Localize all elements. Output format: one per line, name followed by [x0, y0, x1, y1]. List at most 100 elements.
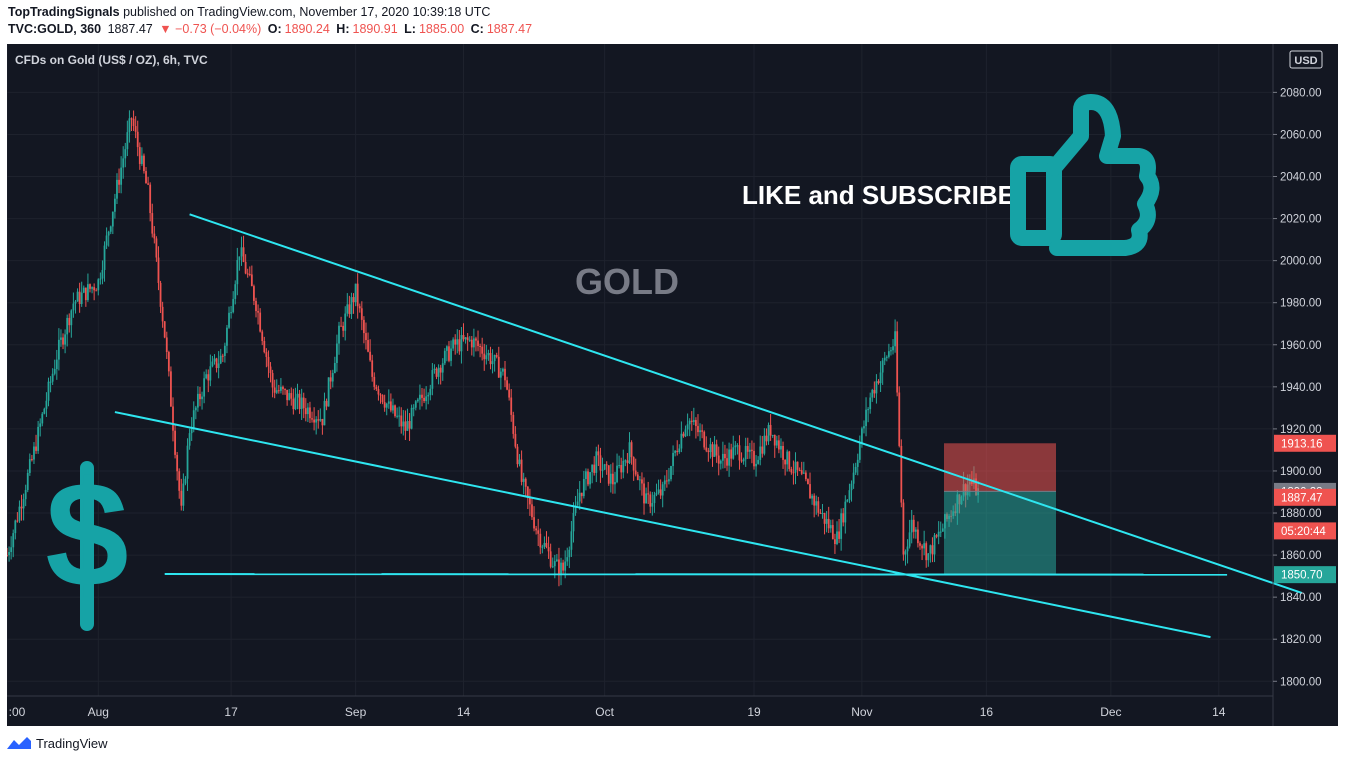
candle — [941, 528, 944, 532]
candle — [636, 474, 639, 481]
candle — [174, 430, 176, 455]
candle — [487, 352, 490, 356]
candle — [423, 397, 425, 402]
candle — [873, 389, 876, 394]
candle — [883, 357, 886, 361]
candle — [919, 543, 921, 546]
candle — [363, 319, 365, 334]
candle — [157, 257, 160, 283]
author-name[interactable]: TopTradingSignals — [8, 5, 120, 19]
candle — [211, 361, 214, 367]
candle — [811, 495, 813, 499]
time-axis[interactable]: :00 Aug 17 Sep 14 Oct 19 Nov 16 Dec 14 — [7, 695, 1273, 719]
candle — [207, 374, 210, 381]
candle — [8, 552, 10, 556]
candle — [300, 397, 303, 410]
candle — [240, 247, 243, 257]
chart-area[interactable]: CFDs on Gold (US$ / OZ), 6h, TVC GOLD LI… — [6, 44, 1338, 726]
candle — [136, 131, 139, 148]
candle — [626, 460, 629, 464]
candle — [87, 284, 89, 301]
candle — [333, 362, 336, 374]
candle — [392, 405, 394, 411]
candle — [887, 351, 890, 357]
candle — [82, 287, 85, 293]
candle — [76, 291, 79, 302]
candle — [232, 298, 235, 313]
candle — [510, 397, 513, 415]
candle — [900, 445, 903, 503]
candle — [757, 459, 760, 464]
candle — [14, 520, 17, 534]
candle — [163, 321, 166, 338]
candle — [744, 445, 747, 460]
candle — [408, 421, 411, 429]
candle — [815, 501, 818, 506]
candle — [852, 472, 855, 484]
high-value: 1890.91 — [352, 22, 398, 36]
candle — [381, 395, 384, 403]
candle — [454, 339, 457, 345]
candle — [607, 465, 610, 484]
close-label: C: — [470, 22, 484, 36]
candle — [547, 547, 550, 552]
currency-label: USD — [1294, 55, 1317, 67]
candle — [902, 502, 905, 555]
candle — [28, 459, 31, 473]
candle — [848, 490, 851, 500]
candle — [194, 407, 197, 411]
candle — [831, 525, 834, 540]
candle — [379, 394, 382, 396]
candle — [441, 363, 444, 373]
candle — [506, 380, 508, 390]
candle — [452, 339, 455, 349]
x-tick-label: :00 — [9, 705, 26, 719]
candle — [219, 355, 222, 364]
candle — [197, 393, 199, 408]
candle — [16, 520, 19, 522]
candle — [53, 369, 56, 374]
y-tick-label: 1860.00 — [1280, 550, 1322, 562]
candle — [591, 464, 594, 473]
candle — [560, 562, 562, 576]
candle — [153, 233, 156, 239]
candle — [682, 433, 685, 437]
candle — [686, 424, 689, 430]
candle — [60, 337, 62, 340]
short-position-tool[interactable] — [944, 443, 1056, 575]
candle — [535, 528, 538, 531]
x-tick-label: 14 — [457, 705, 471, 719]
price-chart[interactable]: CFDs on Gold (US$ / OZ), 6h, TVC GOLD LI… — [6, 44, 1338, 726]
candle — [412, 407, 415, 409]
candle — [935, 535, 938, 537]
trendlines[interactable] — [114, 213, 1303, 639]
candle — [707, 450, 710, 453]
candle — [244, 261, 247, 274]
candle — [209, 366, 212, 381]
candle — [410, 407, 413, 429]
candle — [39, 423, 42, 427]
candle — [259, 312, 262, 332]
candle — [481, 346, 484, 354]
candle — [147, 183, 149, 185]
price-axis[interactable]: 1800.00 1820.00 1840.00 1860.00 1880.00 1900.… — [1272, 44, 1322, 726]
candle — [585, 471, 587, 479]
candle — [678, 448, 681, 453]
candle — [416, 399, 419, 402]
candle — [819, 512, 822, 514]
candle — [643, 483, 645, 504]
candle — [10, 547, 13, 553]
candle — [149, 184, 152, 214]
candle — [107, 231, 110, 236]
candle — [257, 311, 259, 313]
tradingview-logo[interactable]: TradingView — [6, 735, 108, 751]
candle — [33, 446, 35, 460]
candle — [49, 381, 52, 383]
candle — [641, 479, 643, 484]
x-tick-label: Aug — [88, 705, 109, 719]
candle — [701, 430, 704, 432]
candle — [668, 479, 670, 482]
candle — [306, 407, 309, 415]
candle — [431, 370, 434, 389]
candle — [35, 446, 37, 451]
